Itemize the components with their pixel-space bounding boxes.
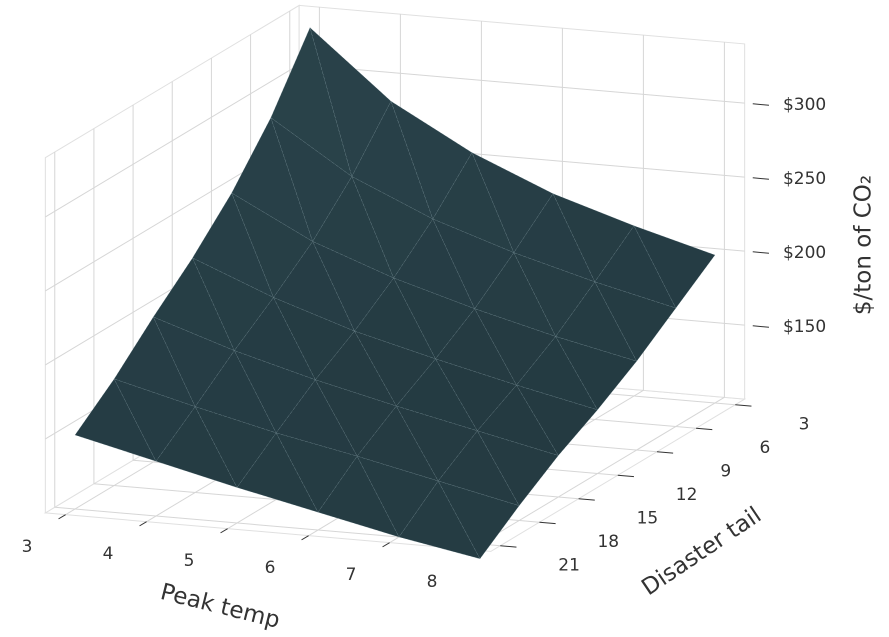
tick-mark [656, 451, 674, 454]
surface-facet [432, 152, 515, 254]
surface-facet [555, 336, 638, 411]
surface-facet [594, 281, 677, 362]
z-tick-label: $300 [783, 95, 826, 115]
surface-facet [437, 480, 520, 560]
y-tick-label: 21 [558, 556, 580, 576]
surface-facet [633, 225, 716, 309]
y-tick-label: 9 [720, 462, 731, 482]
surface-facet [476, 430, 559, 507]
tick-mark [382, 542, 390, 548]
surface-facet [356, 455, 439, 538]
z-tick-label: $200 [783, 243, 826, 263]
surface-facet [275, 379, 358, 457]
z-tick-label: $150 [783, 317, 826, 337]
surface-facet [270, 117, 353, 243]
surface-facet [312, 240, 395, 332]
x-tick-label: 7 [346, 565, 357, 585]
surface-facet [233, 350, 316, 434]
surface-facet [191, 257, 274, 352]
surface-facet [231, 192, 314, 299]
surface-facet [275, 432, 358, 513]
tick-mark [58, 514, 66, 520]
tick-mark [301, 535, 309, 541]
x-tick-label: 5 [184, 551, 195, 571]
surface-facet [435, 308, 518, 386]
tick-mark [696, 427, 713, 431]
y-tick-label: 12 [676, 485, 698, 505]
y-tick-label: 6 [760, 438, 771, 458]
tick-mark [578, 498, 595, 501]
z-axis-label: $/ton of CO₂ [851, 175, 877, 315]
grid-line [299, 64, 745, 104]
surface-facet [317, 455, 400, 538]
x-tick-label: 4 [103, 544, 114, 564]
x-tick-label: 8 [427, 572, 438, 592]
y-tick-label: 3 [799, 415, 810, 435]
surface-facet [390, 100, 473, 220]
surface-facet [194, 406, 277, 488]
surface-facet [272, 297, 355, 381]
surface-facet [393, 277, 476, 360]
surface-facet [513, 252, 596, 337]
tick-mark [617, 474, 634, 478]
grid-line [45, 64, 300, 218]
tick-mark [752, 177, 769, 180]
surface-facet [594, 225, 677, 309]
surface-facet [236, 432, 319, 513]
surface-facet [74, 378, 157, 462]
tick-mark [139, 521, 147, 527]
surface-facet [471, 152, 554, 254]
tick-mark [735, 404, 752, 407]
surface-facet [113, 378, 196, 462]
surface-facet [515, 384, 598, 456]
y-tick-label: 15 [637, 509, 659, 529]
tick-mark [220, 528, 228, 534]
tick-mark [752, 325, 769, 328]
surface-facet [312, 175, 395, 279]
surface-facet [398, 480, 481, 560]
tick-mark [500, 545, 517, 548]
z-tick-label: $250 [783, 169, 826, 189]
y-tick-label: 18 [597, 532, 619, 552]
tick-mark [752, 251, 769, 254]
tick-mark [752, 103, 769, 106]
x-tick-label: 6 [265, 558, 276, 578]
x-axis-label: Peak temp [158, 579, 283, 634]
x-tick-label: 3 [22, 537, 33, 557]
tick-mark [539, 521, 556, 525]
